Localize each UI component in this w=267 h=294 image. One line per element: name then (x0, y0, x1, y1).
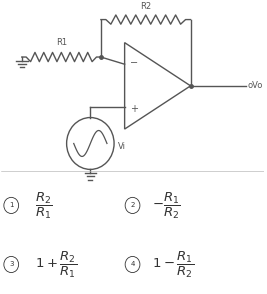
Text: $-\dfrac{R_1}{R_2}$: $-\dfrac{R_1}{R_2}$ (152, 190, 181, 220)
Text: R2: R2 (140, 2, 151, 11)
Text: +: + (130, 104, 138, 114)
Text: R1: R1 (56, 38, 67, 47)
Text: $1+\dfrac{R_2}{R_1}$: $1+\dfrac{R_2}{R_1}$ (35, 249, 77, 280)
Text: 1: 1 (9, 203, 14, 208)
Text: −: − (130, 58, 138, 68)
Text: 4: 4 (130, 261, 135, 268)
Text: $1-\dfrac{R_1}{R_2}$: $1-\dfrac{R_1}{R_2}$ (152, 249, 194, 280)
Text: 3: 3 (9, 261, 14, 268)
Text: 2: 2 (130, 203, 135, 208)
Text: Vi: Vi (118, 142, 126, 151)
Text: $\dfrac{R_2}{R_1}$: $\dfrac{R_2}{R_1}$ (35, 190, 52, 220)
Text: oVo: oVo (247, 81, 263, 90)
